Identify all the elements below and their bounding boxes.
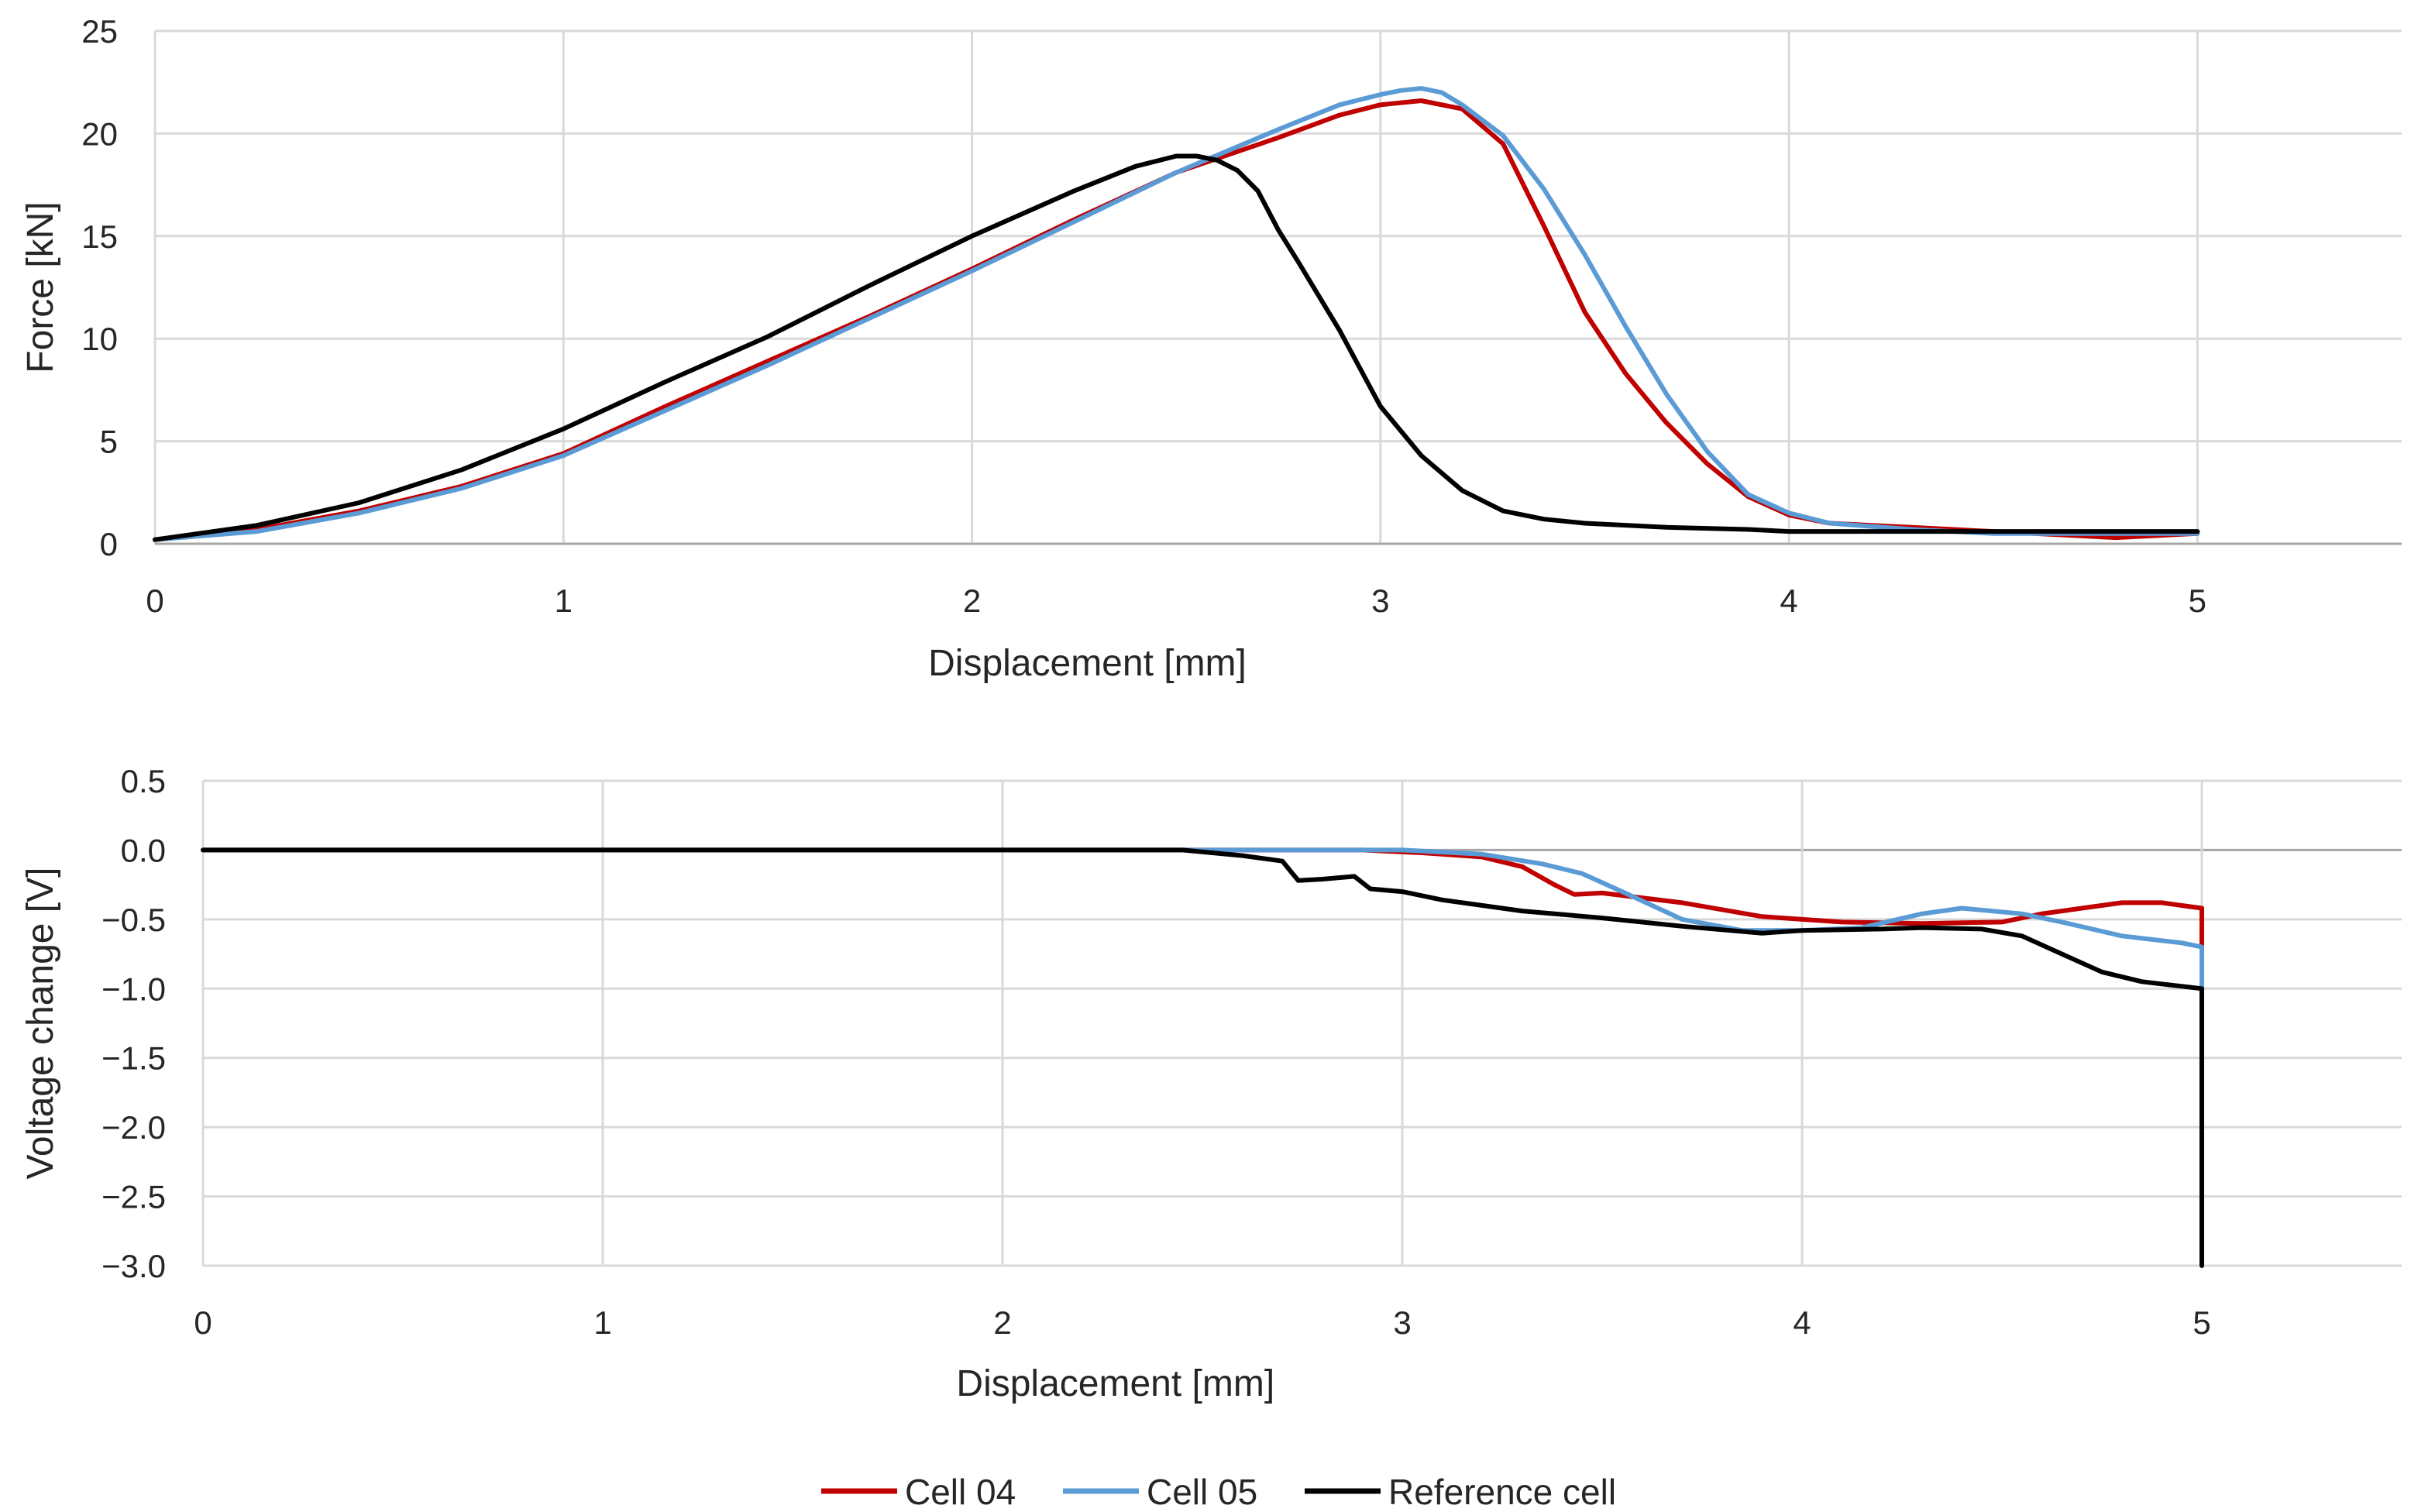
force-chart-series [153, 86, 2200, 542]
legend: Cell 04 Cell 05 Reference cell [821, 1472, 1616, 1512]
force-chart-x-tick-labels: 0 1 2 3 4 5 [146, 582, 2206, 619]
voltage-chart-x-tick-label: 1 [593, 1304, 611, 1341]
force-chart-x-tick-label: 1 [555, 582, 573, 619]
force-chart-y-tick-label: 5 [100, 424, 118, 460]
force-chart-y-axis-title: Force [kN] [20, 201, 61, 373]
force-chart: 0 1 2 3 4 5 0 5 10 15 20 25 Displacement [mm] Forc… [20, 13, 2402, 684]
force-chart-y-tick-label: 20 [81, 115, 118, 152]
legend-label-cell-05: Cell 05 [1147, 1472, 1257, 1512]
voltage-chart-y-tick-label: −1.0 [101, 971, 166, 1007]
voltage-chart-series-reference-cell [201, 847, 2204, 1268]
voltage-chart-x-tick-label: 4 [1793, 1304, 1811, 1341]
voltage-chart-x-tick-label: 5 [2193, 1304, 2210, 1341]
voltage-chart-y-tick-label: 0.5 [121, 763, 166, 799]
force-chart-y-tick-label: 15 [81, 218, 118, 255]
voltage-chart-series [201, 847, 2204, 1268]
force-chart-x-tick-label: 4 [1780, 582, 1797, 619]
force-chart-y-tick-label: 0 [100, 526, 118, 562]
voltage-chart-y-tick-label: −0.5 [101, 902, 166, 938]
force-chart-series-reference-cell [153, 153, 2200, 542]
force-chart-x-tick-label: 3 [1371, 582, 1389, 619]
force-chart-series-cell-05 [153, 86, 2200, 542]
voltage-chart-x-tick-label: 0 [194, 1304, 212, 1341]
force-chart-y-tick-label: 10 [81, 321, 118, 357]
voltage-chart-x-tick-label: 2 [993, 1304, 1011, 1341]
voltage-chart-x-tick-label: 3 [1393, 1304, 1411, 1341]
voltage-chart-y-tick-label: −2.5 [101, 1179, 166, 1215]
voltage-chart-y-axis-title: Voltage change [V] [20, 868, 61, 1180]
force-chart-y-tick-labels: 0 5 10 15 20 25 [81, 13, 118, 562]
voltage-chart-x-axis-title: Displacement [mm] [956, 1363, 1274, 1404]
force-chart-x-tick-label: 0 [146, 582, 163, 619]
voltage-chart: 0 1 2 3 4 5 0.5 0.0 −0.5 −1.0 −1.5 −2.0 −2.5 −3.0 Di… [20, 763, 2402, 1404]
legend-label-reference-cell: Reference cell [1388, 1472, 1616, 1512]
force-chart-gridlines [153, 29, 2402, 545]
force-chart-x-axis-title: Displacement [mm] [928, 643, 1247, 684]
voltage-chart-y-tick-labels: 0.5 0.0 −0.5 −1.0 −1.5 −2.0 −2.5 −3.0 [101, 763, 166, 1284]
voltage-chart-y-tick-label: −3.0 [101, 1248, 166, 1284]
force-chart-x-tick-label: 5 [2189, 582, 2206, 619]
legend-label-cell-04: Cell 04 [905, 1472, 1016, 1512]
force-chart-y-tick-label: 25 [81, 13, 118, 50]
voltage-chart-x-tick-labels: 0 1 2 3 4 5 [194, 1304, 2210, 1341]
voltage-chart-y-tick-label: 0.0 [121, 832, 166, 868]
voltage-chart-y-tick-label: −1.5 [101, 1040, 166, 1077]
force-chart-x-tick-label: 2 [963, 582, 981, 619]
voltage-chart-y-tick-label: −2.0 [101, 1109, 166, 1146]
